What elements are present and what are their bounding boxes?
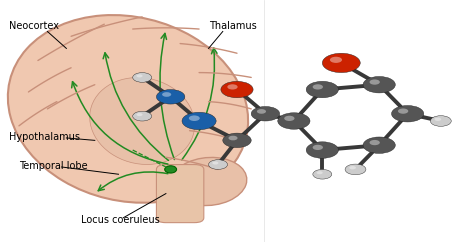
Circle shape [209, 160, 228, 169]
Circle shape [156, 90, 185, 104]
Circle shape [189, 115, 200, 121]
Text: Thalamus: Thalamus [209, 21, 256, 31]
Circle shape [306, 81, 338, 98]
Circle shape [317, 171, 323, 174]
Circle shape [133, 111, 152, 121]
Circle shape [137, 74, 143, 77]
Circle shape [162, 92, 171, 97]
Ellipse shape [8, 15, 248, 203]
Circle shape [370, 79, 380, 85]
Ellipse shape [170, 158, 247, 205]
Circle shape [251, 106, 280, 121]
Circle shape [228, 84, 237, 90]
Text: Hypothalamus: Hypothalamus [9, 132, 81, 142]
Text: Locus coeruleus: Locus coeruleus [81, 215, 159, 225]
Circle shape [212, 161, 219, 165]
Circle shape [392, 106, 424, 122]
Circle shape [322, 53, 360, 73]
Circle shape [349, 166, 356, 169]
FancyBboxPatch shape [156, 165, 204, 223]
Circle shape [345, 164, 366, 175]
Circle shape [313, 169, 332, 179]
Circle shape [306, 142, 338, 158]
Circle shape [133, 73, 152, 82]
Text: Temporal lobe: Temporal lobe [19, 161, 88, 171]
Circle shape [313, 145, 323, 150]
Circle shape [430, 116, 451, 126]
Circle shape [182, 112, 216, 130]
Circle shape [363, 137, 395, 153]
Circle shape [257, 109, 266, 114]
Circle shape [221, 81, 253, 98]
Circle shape [223, 133, 251, 148]
Ellipse shape [164, 166, 176, 173]
Circle shape [278, 113, 310, 129]
Circle shape [330, 57, 342, 63]
Circle shape [137, 113, 143, 116]
Text: Neocortex: Neocortex [9, 21, 59, 31]
Ellipse shape [90, 77, 195, 165]
Circle shape [398, 108, 408, 114]
Circle shape [228, 136, 237, 140]
Circle shape [435, 118, 441, 121]
Circle shape [363, 76, 395, 93]
Circle shape [313, 84, 323, 90]
Circle shape [370, 140, 380, 145]
Circle shape [284, 116, 294, 121]
